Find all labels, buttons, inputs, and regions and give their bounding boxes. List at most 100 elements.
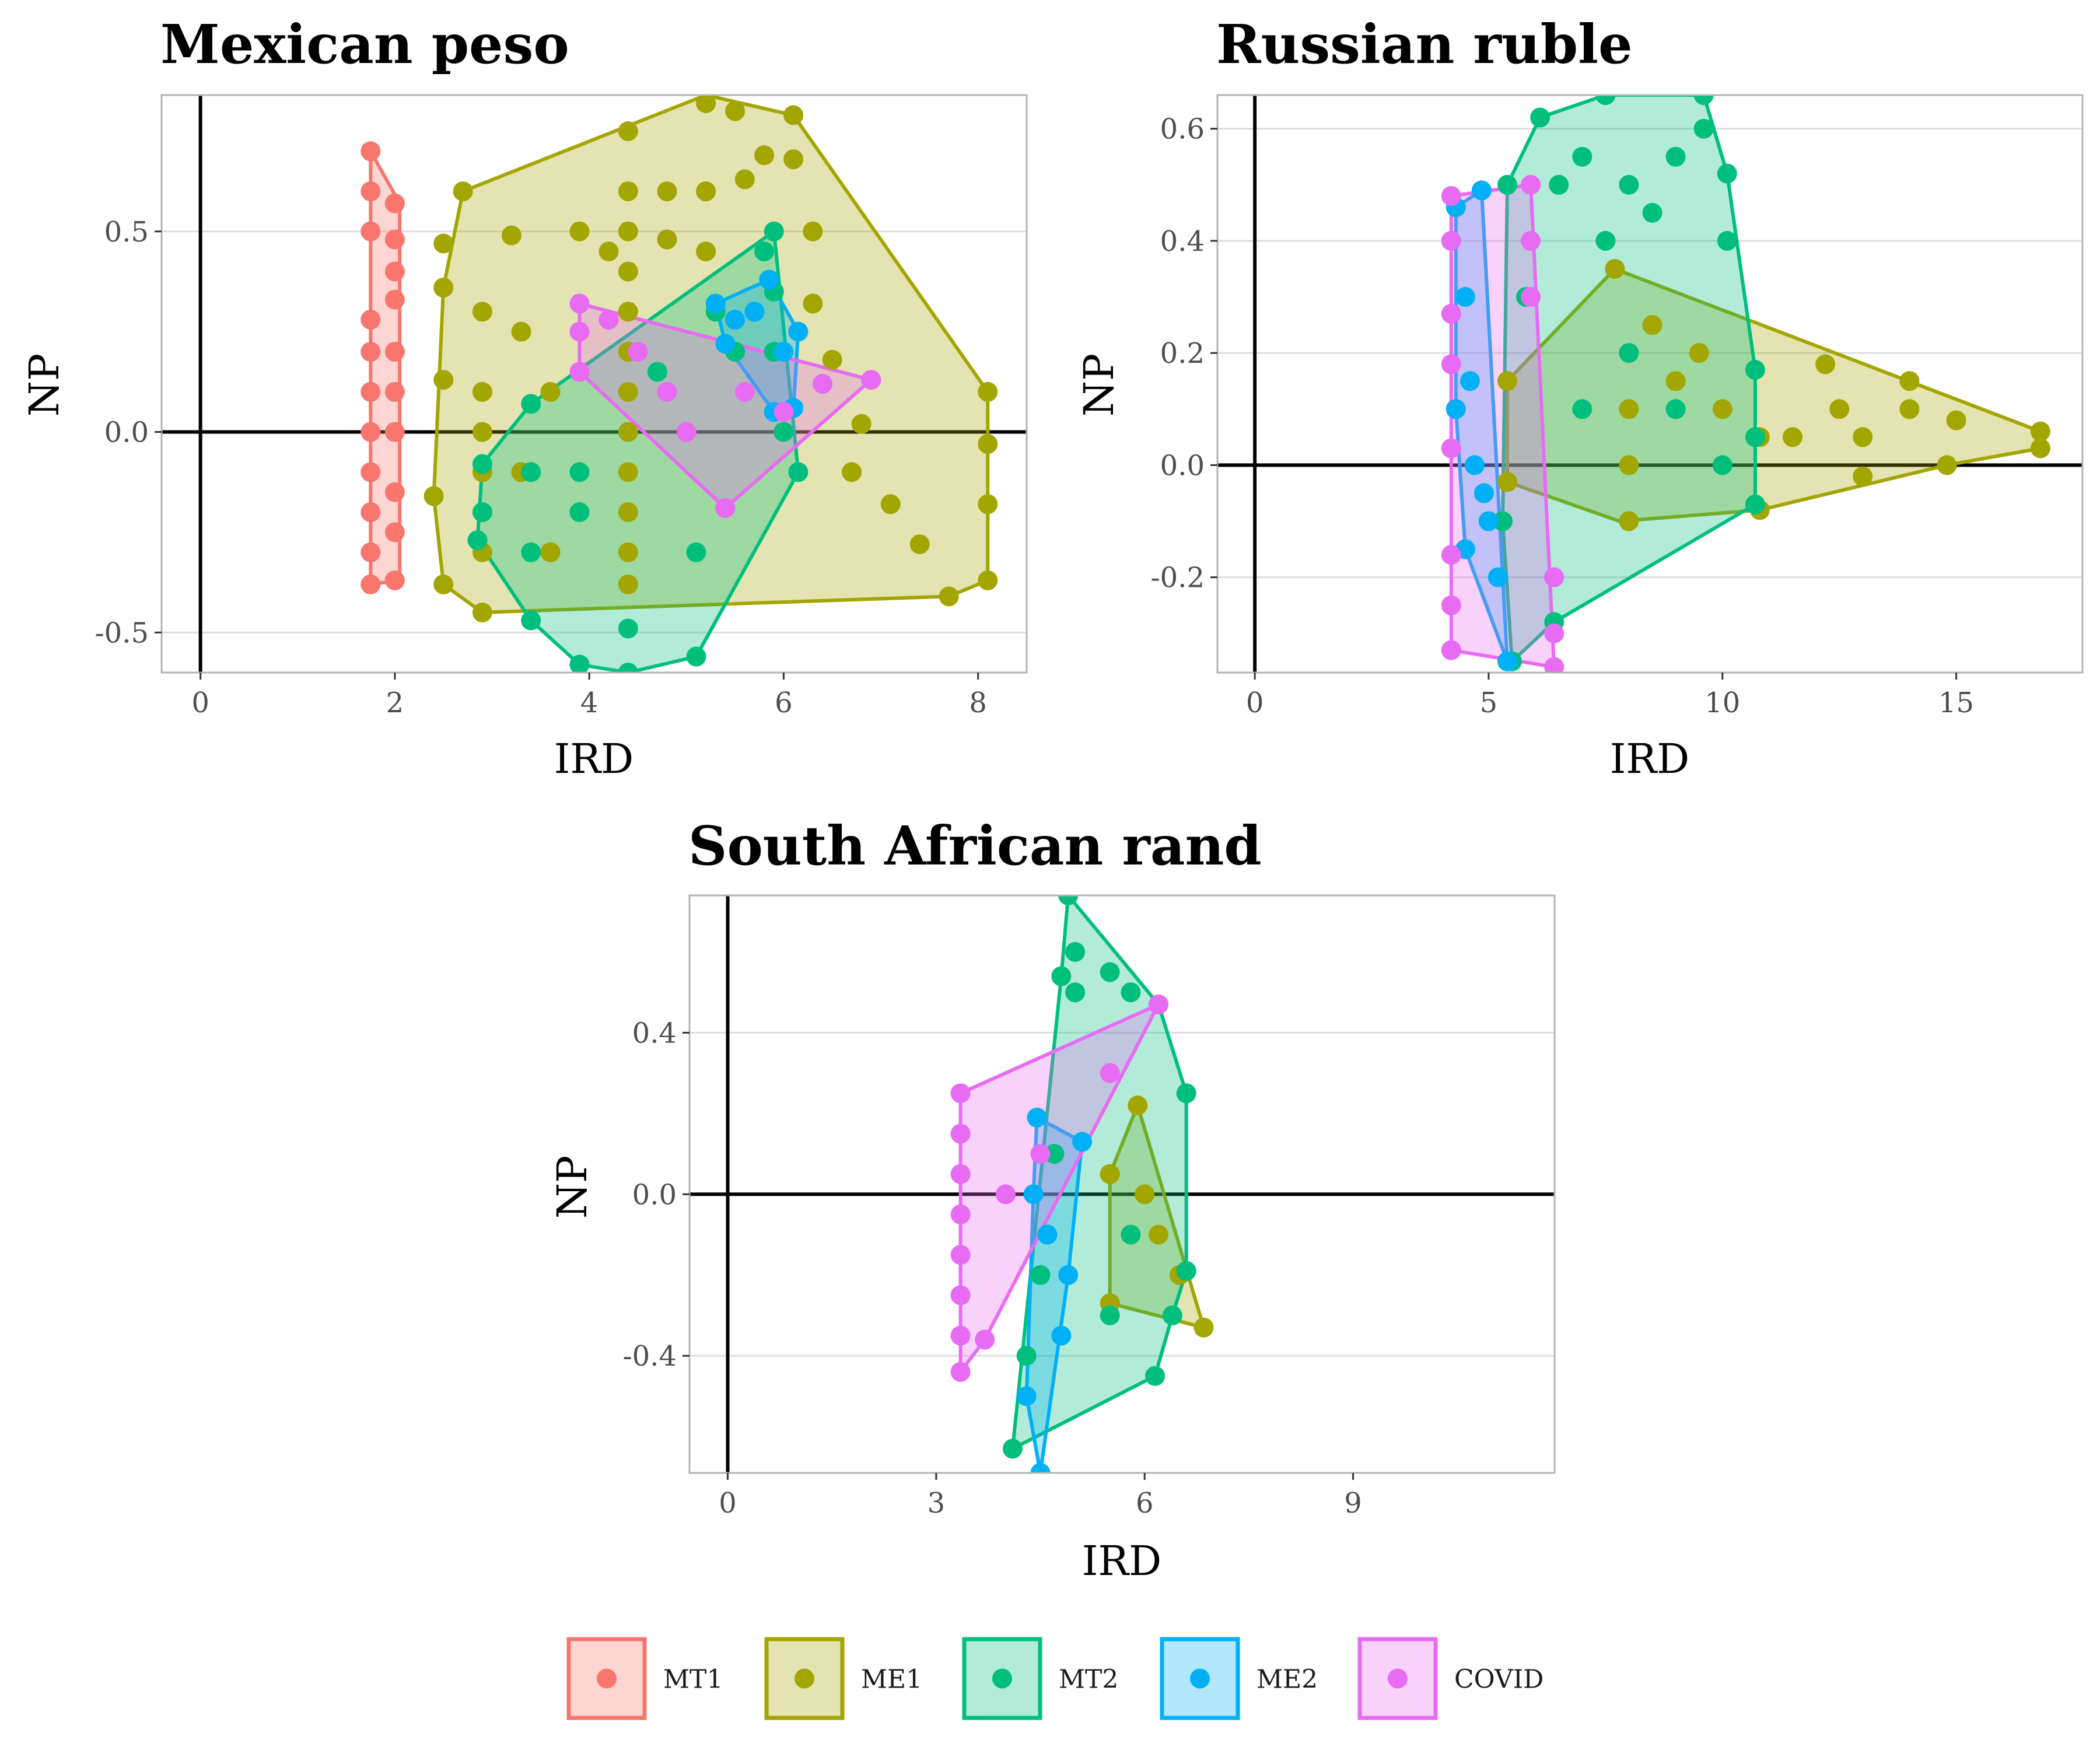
point-mt2 — [1044, 1144, 1065, 1164]
y-axis-title: NP — [1075, 354, 1123, 416]
point-mt2 — [1176, 1083, 1196, 1104]
point-me1 — [1946, 410, 1966, 430]
point-mt1 — [360, 382, 381, 402]
point-mt2 — [521, 394, 541, 414]
point-mt2 — [1595, 95, 1616, 105]
point-me2 — [1497, 651, 1517, 671]
point-covid — [628, 342, 648, 362]
point-covid — [1149, 994, 1168, 1014]
x-tick-label: 10 — [1704, 687, 1740, 719]
y-tick-label: 0.0 — [1160, 449, 1205, 482]
point-mt2 — [618, 618, 638, 639]
point-me1 — [1853, 427, 1873, 447]
point-mt2 — [1595, 230, 1616, 251]
point-me1 — [453, 181, 473, 201]
point-me1 — [618, 261, 638, 282]
point-mt2 — [467, 530, 488, 551]
point-mt2 — [569, 462, 590, 482]
point-me2 — [1455, 287, 1475, 307]
point-me1 — [880, 494, 901, 514]
x-axis-title: IRD — [1610, 735, 1689, 783]
y-axis-title: NP — [548, 1156, 596, 1219]
point-mt2 — [1497, 174, 1517, 195]
plot-background — [1217, 95, 2082, 673]
point-covid — [657, 382, 677, 402]
x-tick-label: 5 — [1480, 687, 1498, 719]
panel-border — [160, 94, 1028, 674]
point-me2 — [1464, 455, 1485, 475]
point-mt1 — [360, 462, 381, 482]
point-me1 — [909, 534, 930, 554]
point-mt2 — [1717, 230, 1737, 251]
point-mt1 — [360, 221, 381, 242]
point-mt2 — [521, 610, 541, 631]
point-covid — [813, 374, 833, 394]
point-me1 — [803, 293, 823, 314]
legend-key-dot — [1388, 1668, 1408, 1689]
point-mt1 — [360, 181, 381, 201]
point-me1 — [618, 221, 638, 242]
y-tick-label: 0.4 — [632, 1017, 677, 1049]
point-me1 — [978, 382, 998, 402]
point-mt1 — [384, 382, 405, 402]
point-me1 — [803, 221, 823, 242]
point-mt1 — [360, 542, 381, 562]
point-me1 — [754, 145, 775, 166]
point-me1 — [540, 382, 561, 402]
point-mt2 — [1051, 966, 1072, 986]
point-me1 — [1829, 399, 1850, 419]
point-me1 — [433, 574, 454, 594]
point-me2 — [1016, 1386, 1037, 1406]
x-tick-label: 0 — [1246, 687, 1264, 719]
point-me1 — [1497, 371, 1517, 391]
panel-russian-ruble: Russian ruble 0 5 10 15 -0.2 0.0 0.2 0.4 0.6 IRD… — [1075, 13, 2084, 783]
point-me1 — [618, 574, 638, 594]
point-me1 — [424, 486, 444, 506]
y-axis-title: NP — [20, 354, 68, 416]
point-covid — [569, 362, 590, 382]
point-mt1 — [384, 482, 405, 502]
point-covid — [950, 1245, 971, 1265]
point-mt2 — [1162, 1306, 1182, 1325]
point-covid — [1100, 1063, 1120, 1083]
y-tick-label: 0.4 — [1160, 225, 1205, 258]
y-tick-label: 0.0 — [104, 416, 149, 449]
point-mt2 — [1619, 174, 1639, 195]
point-mt2 — [1100, 962, 1120, 982]
point-me2 — [1474, 483, 1494, 503]
point-mt2 — [1745, 360, 1765, 380]
point-me1 — [433, 370, 454, 390]
point-me1 — [2030, 421, 2050, 442]
y-tick-label: 0.6 — [1160, 113, 1205, 146]
point-mt1 — [360, 502, 381, 522]
point-me1 — [696, 95, 716, 113]
point-mt1 — [360, 422, 381, 442]
point-covid — [950, 1325, 971, 1346]
point-me2 — [715, 334, 736, 354]
point-me2 — [1037, 1224, 1058, 1245]
point-mt1 — [360, 574, 381, 594]
x-tick-label: 0 — [719, 1487, 737, 1520]
point-me1 — [1135, 1184, 1155, 1205]
legend-item-mt1: MT1 — [566, 1637, 723, 1720]
point-me1 — [734, 169, 755, 190]
legend-label: MT1 — [663, 1665, 723, 1695]
x-tick-label: 0 — [191, 687, 209, 719]
panel-mexican-peso: Mexican peso 0 2 4 6 8 -0.5 0.0 0.5 IRD NP — [20, 13, 1028, 783]
point-me1 — [501, 225, 522, 246]
point-mt2 — [1665, 146, 1686, 167]
plot-area: 0 5 10 15 -0.2 0.0 0.2 0.4 0.6 — [1150, 94, 2084, 719]
point-covid — [1521, 230, 1541, 251]
y-tick-label: -0.2 — [1150, 562, 1205, 594]
point-me1 — [725, 101, 746, 121]
point-me1 — [851, 414, 872, 434]
panel-border — [1216, 94, 2084, 674]
point-me2 — [1027, 1107, 1047, 1128]
point-mt2 — [618, 663, 638, 673]
point-me1 — [1899, 399, 1920, 419]
point-mt2 — [788, 462, 808, 482]
x-tick-label: 15 — [1938, 687, 1974, 719]
panel-border — [688, 894, 1556, 1474]
point-covid — [1441, 303, 1461, 324]
point-me1 — [657, 229, 677, 250]
